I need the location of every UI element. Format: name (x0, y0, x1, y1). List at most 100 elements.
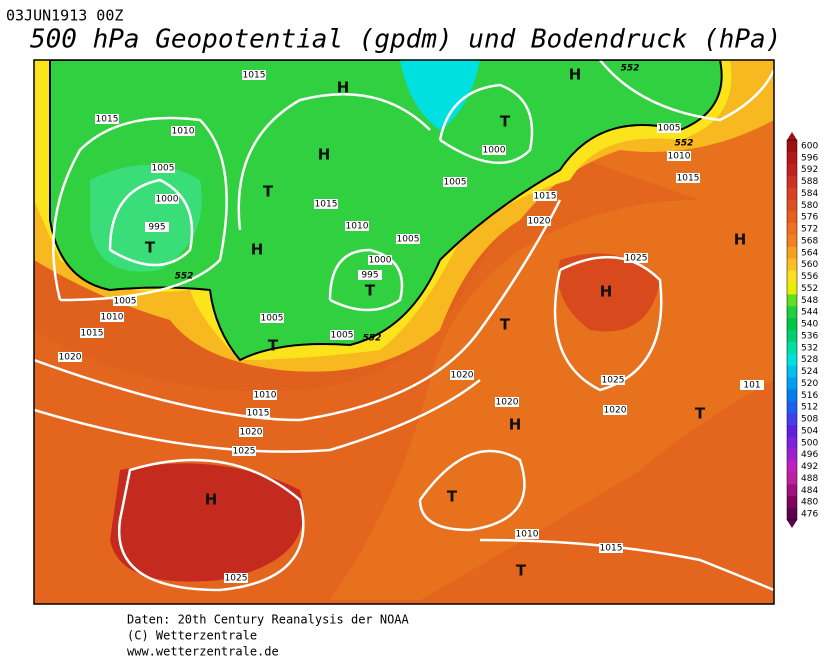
colorbar-segment (787, 377, 797, 390)
pressure-center: T (516, 562, 527, 580)
pressure-center: H (569, 66, 582, 84)
isobar-label-bg (253, 390, 277, 400)
colorbar-label: 540 (801, 320, 818, 330)
isobar-label-bg (601, 375, 625, 385)
isobar-label: 1005 (152, 164, 175, 174)
colorbar-label: 524 (801, 367, 818, 377)
pressure-center: T (268, 337, 279, 355)
colorbar-segment (787, 270, 797, 283)
colorbar-segment (787, 508, 797, 521)
isobar-label-bg (80, 328, 104, 338)
geopotential-label: 552 (621, 64, 640, 74)
geopotential-label: 552 (363, 334, 382, 344)
colorbar-segment (787, 496, 797, 509)
colorbar-segment (787, 341, 797, 355)
isobar-label-bg (314, 199, 338, 209)
colorbar-label: 564 (801, 248, 818, 258)
geopotential-label: 552 (175, 272, 194, 282)
isobar-label-bg (239, 427, 263, 437)
colorbar-arrow-top (787, 132, 797, 140)
isobar-label-bg (58, 352, 82, 362)
isobar-label-bg (443, 177, 467, 187)
isobar-label-bg (624, 253, 648, 263)
isobar-label: 1025 (225, 574, 248, 584)
isobar-label-bg (151, 163, 175, 173)
pressure-center: T (365, 282, 376, 300)
colorbar-segment (787, 389, 797, 402)
isobar-label-bg (145, 222, 169, 232)
isobar-label: 1015 (600, 544, 623, 554)
colorbar-label: 580 (801, 201, 818, 211)
colorbar-segment (787, 425, 797, 438)
colorbar-segment (787, 436, 797, 450)
colorbar-label: 492 (801, 462, 818, 472)
colorbar-label: 496 (801, 450, 818, 460)
colorbar-segment (787, 294, 797, 307)
pressure-center: T (263, 183, 274, 201)
isobar-label: 1015 (81, 329, 104, 339)
isobar-label: 1005 (397, 235, 420, 245)
isobar-label: 1020 (528, 217, 551, 227)
isobar-label-bg (533, 191, 557, 201)
isobar-label: 1020 (240, 428, 263, 438)
isobar-label: 1025 (233, 447, 256, 457)
colorbar-segment (787, 151, 797, 165)
colorbar-label: 512 (801, 403, 818, 413)
isobar-label-bg (100, 312, 124, 322)
colorbar-label: 556 (801, 272, 818, 282)
isobar-label: 1005 (658, 124, 681, 134)
pressure-center: H (318, 146, 331, 164)
colorbar-segment (787, 472, 797, 485)
colorbar-label: 504 (801, 426, 818, 436)
isobar-label: 1015 (534, 192, 557, 202)
pressure-center: T (447, 488, 458, 506)
colorbar-segment (787, 235, 797, 248)
colorbar-label: 552 (801, 284, 818, 294)
pressure-center: H (337, 79, 350, 97)
isobar-label: 1010 (668, 152, 691, 162)
colorbar-segment (787, 175, 797, 188)
isobar-label: 1015 (243, 71, 266, 81)
colorbar-segment (787, 246, 797, 260)
isobar-label: 101 (743, 381, 760, 391)
isobar-label: 1000 (156, 195, 179, 205)
isobar-label-bg (676, 173, 700, 183)
colorbar-label: 500 (801, 438, 818, 448)
colorbar-arrow-bottom (787, 520, 797, 528)
colorbar-label: 508 (801, 415, 818, 425)
geopotential-label: 552 (675, 139, 694, 149)
colorbar-segment (787, 223, 797, 236)
footer-copyright: (C) Wetterzentrale (127, 629, 257, 643)
colorbar-segment (787, 484, 797, 497)
isobar-label-bg (527, 216, 551, 226)
isobar-label-bg (232, 446, 256, 456)
isobar-label-bg (450, 370, 474, 380)
colorbar-segment (787, 199, 797, 212)
colorbar-label: 588 (801, 177, 818, 187)
colorbar-label: 544 (801, 308, 818, 318)
colorbar-segment (787, 211, 797, 224)
date: 03JUN1913 00Z (6, 7, 123, 25)
colorbar-label: 596 (801, 153, 818, 163)
footer-url: www.wetterzentrale.de (127, 645, 279, 659)
colorbar-label: 560 (801, 260, 818, 270)
colorbar-segment (787, 163, 797, 177)
isobar-label: 1005 (114, 297, 137, 307)
isobar-label-bg (667, 151, 691, 161)
colorbar-label: 548 (801, 296, 818, 306)
isobar-label: 995 (148, 223, 165, 233)
isobar-label-bg (155, 194, 179, 204)
colorbar-segment (787, 318, 797, 331)
pressure-center: H (509, 416, 522, 434)
colorbar-segment (787, 187, 797, 200)
isobar-label: 1015 (315, 200, 338, 210)
colorbar-label: 484 (801, 486, 818, 496)
colorbar-frame (786, 139, 798, 521)
isobar-label: 1020 (604, 406, 627, 416)
isobar-label: 1010 (254, 391, 277, 401)
isobar-label: 1015 (96, 115, 119, 125)
isobar-label: 1005 (261, 314, 284, 324)
isobar-label-bg (396, 234, 420, 244)
